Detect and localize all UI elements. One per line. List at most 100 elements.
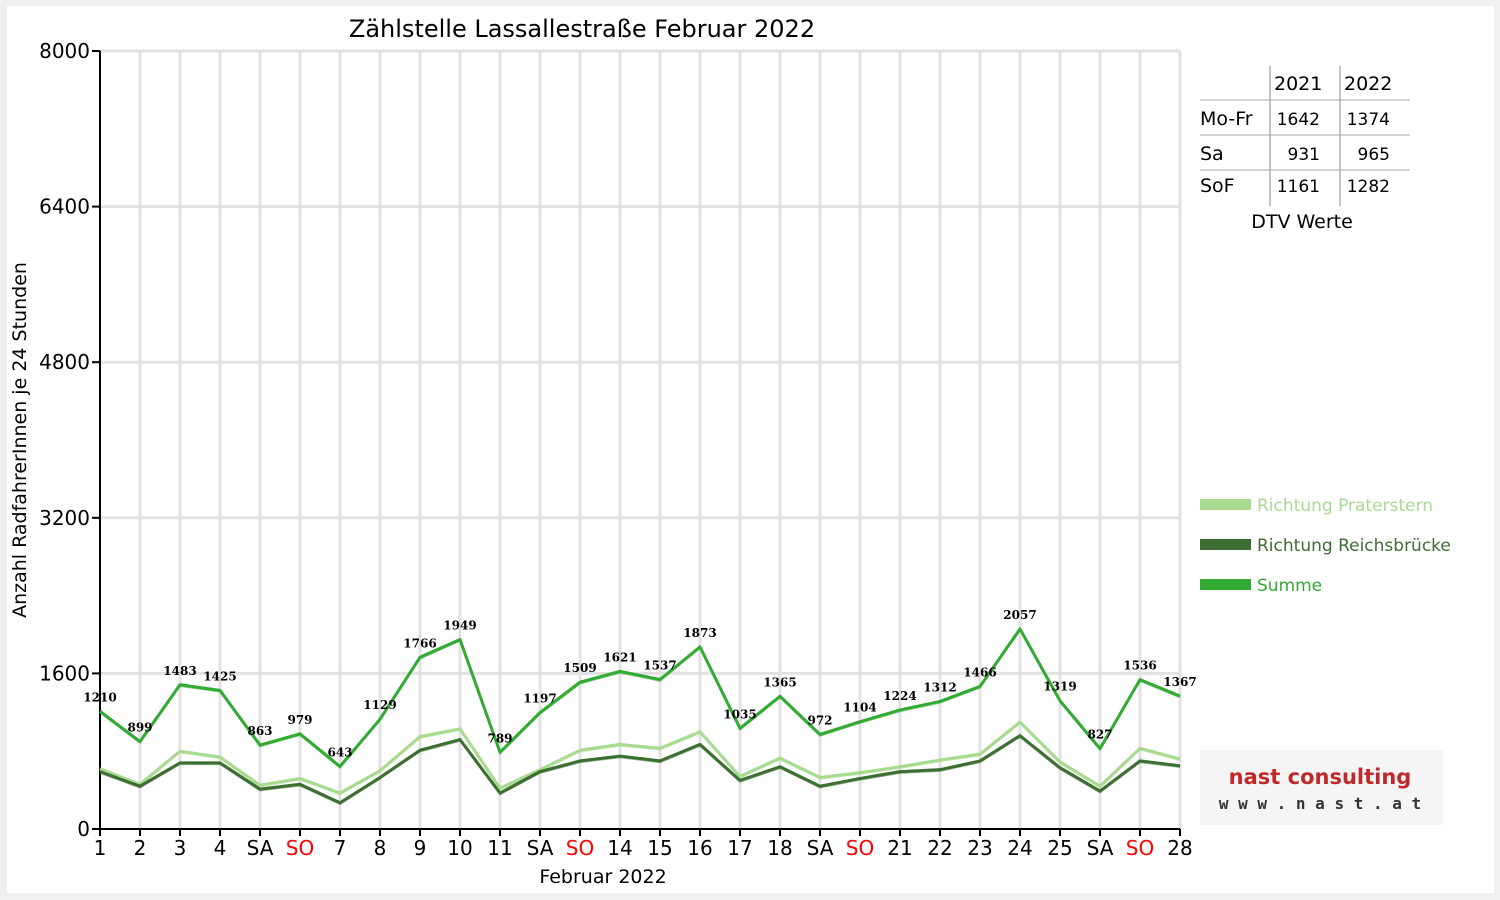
data-label: 1224 <box>883 689 916 703</box>
legend: Richtung Praterstern Richtung Reichsbrück… <box>1200 496 1451 596</box>
y-tick-label: 6400 <box>39 195 90 219</box>
x-tick-label: SO <box>566 836 594 860</box>
x-tick-label: 4 <box>214 836 227 860</box>
x-tick-label: SO <box>846 836 874 860</box>
x-tick-label: 28 <box>1167 836 1192 860</box>
legend-swatch <box>1200 579 1251 590</box>
x-tick-label: 23 <box>967 836 992 860</box>
x-tick-label: 24 <box>1007 836 1032 860</box>
series-line-2 <box>99 627 1181 768</box>
legend-label: Summe <box>1257 576 1322 596</box>
dtv-cell: 1374 <box>1347 110 1390 130</box>
dtv-caption: DTV Werte <box>1251 211 1353 233</box>
legend-swatch <box>1200 499 1251 510</box>
x-tick-label: 1 <box>94 836 107 860</box>
dtv-col-2021: 2021 <box>1274 73 1322 95</box>
x-tick-label: SO <box>286 836 314 860</box>
series-line-0 <box>99 720 1181 795</box>
axes <box>99 51 1180 830</box>
x-tick-label: 25 <box>1047 836 1072 860</box>
x-tick-label: 9 <box>414 836 427 860</box>
y-ticks: 0 1600 3200 4800 6400 8000 <box>39 39 100 841</box>
data-label: 1536 <box>1123 659 1156 673</box>
data-label: 1319 <box>1043 680 1076 694</box>
data-label: 972 <box>807 713 832 727</box>
x-axis-title: Februar 2022 <box>539 866 666 888</box>
x-tick-label: 14 <box>607 836 632 860</box>
series-line-shadow-1 <box>99 736 1181 806</box>
dtv-col-2022: 2022 <box>1344 73 1392 95</box>
data-label: 1312 <box>923 680 956 694</box>
x-tick-label: SA <box>807 836 834 860</box>
dtv-cell: 1282 <box>1347 177 1390 197</box>
data-label: 1129 <box>363 698 396 712</box>
data-label: 1367 <box>1163 675 1196 689</box>
legend-label: Richtung Reichsbrücke <box>1257 536 1451 556</box>
legend-label: Richtung Praterstern <box>1257 496 1433 516</box>
logo-name: nast consulting <box>1229 765 1412 789</box>
chart-title: Zählstelle Lassallestraße Februar 2022 <box>349 15 815 43</box>
x-tick-label: 15 <box>647 836 672 860</box>
x-tick-label: 11 <box>487 836 512 860</box>
x-ticks: 1 2 3 4 SA SO 7 8 9 10 11 SA SO 14 15 16 17 18 SA SO 21 22 23 2… <box>94 829 1193 860</box>
x-tick-label: 18 <box>767 836 792 860</box>
y-tick-label: 1600 <box>39 661 90 685</box>
y-tick-label: 8000 <box>39 39 90 63</box>
x-tick-label: 8 <box>374 836 387 860</box>
y-axis-title: Anzahl RadfahrerInnen je 24 Stunden <box>9 262 31 618</box>
dtv-table: 2021 2022 Mo-Fr 1642 1374 Sa 931 965 SoF… <box>1200 66 1410 233</box>
logo-url: w w w . n a s t . a t <box>1219 794 1421 813</box>
dtv-row-label: Sa <box>1200 143 1224 165</box>
chart-panel <box>7 6 1494 893</box>
x-tick-label: 16 <box>687 836 712 860</box>
data-label: 1210 <box>83 690 116 704</box>
x-tick-label: SA <box>527 836 554 860</box>
x-tick-label: 21 <box>887 836 912 860</box>
x-tick-label: 17 <box>727 836 752 860</box>
data-label: 1509 <box>563 661 596 675</box>
dtv-cell: 931 <box>1288 145 1320 165</box>
x-tick-label: 3 <box>174 836 187 860</box>
x-tick-label: SA <box>1087 836 1114 860</box>
data-label: 1873 <box>683 626 716 640</box>
data-label: 1621 <box>603 650 636 664</box>
dtv-row-label: SoF <box>1200 175 1235 197</box>
dtv-row-label: Mo-Fr <box>1200 108 1253 130</box>
series-line-1 <box>99 734 1181 805</box>
data-label: 1483 <box>163 664 196 678</box>
x-tick-label: 22 <box>927 836 952 860</box>
y-tick-label: 4800 <box>39 350 90 374</box>
series-line-shadow-0 <box>99 722 1181 796</box>
data-label: 827 <box>1087 728 1112 742</box>
legend-swatch <box>1200 539 1251 550</box>
data-label: 979 <box>287 713 312 727</box>
data-labels: 1210 899 1483 1425 863 979 643 1129 1766 1949 789 1… <box>83 608 1196 760</box>
x-tick-label: 7 <box>334 836 347 860</box>
dtv-cell: 1642 <box>1277 110 1320 130</box>
x-tick-label: SA <box>247 836 274 860</box>
data-label: 1766 <box>403 636 436 650</box>
data-label: 1197 <box>523 692 556 706</box>
data-label: 863 <box>247 724 272 738</box>
data-label: 789 <box>487 731 512 745</box>
data-label: 1365 <box>763 675 796 689</box>
data-label: 1466 <box>963 665 996 679</box>
dtv-cell: 965 <box>1358 145 1390 165</box>
data-label: 1537 <box>643 659 676 673</box>
data-label: 643 <box>327 745 352 759</box>
grid <box>100 49 1182 829</box>
x-tick-label: 2 <box>134 836 147 860</box>
data-label: 1035 <box>723 707 756 721</box>
data-label: 899 <box>127 721 152 735</box>
data-label: 1425 <box>203 669 236 683</box>
data-label: 2057 <box>1003 608 1036 622</box>
dtv-cell: 1161 <box>1277 177 1320 197</box>
series-lines <box>99 627 1181 806</box>
data-label: 1949 <box>443 618 476 632</box>
x-tick-label: SO <box>1126 836 1154 860</box>
nast-logo: nast consulting w w w . n a s t . a t <box>1200 750 1443 825</box>
x-tick-label: 10 <box>447 836 472 860</box>
y-tick-label: 0 <box>77 817 90 841</box>
